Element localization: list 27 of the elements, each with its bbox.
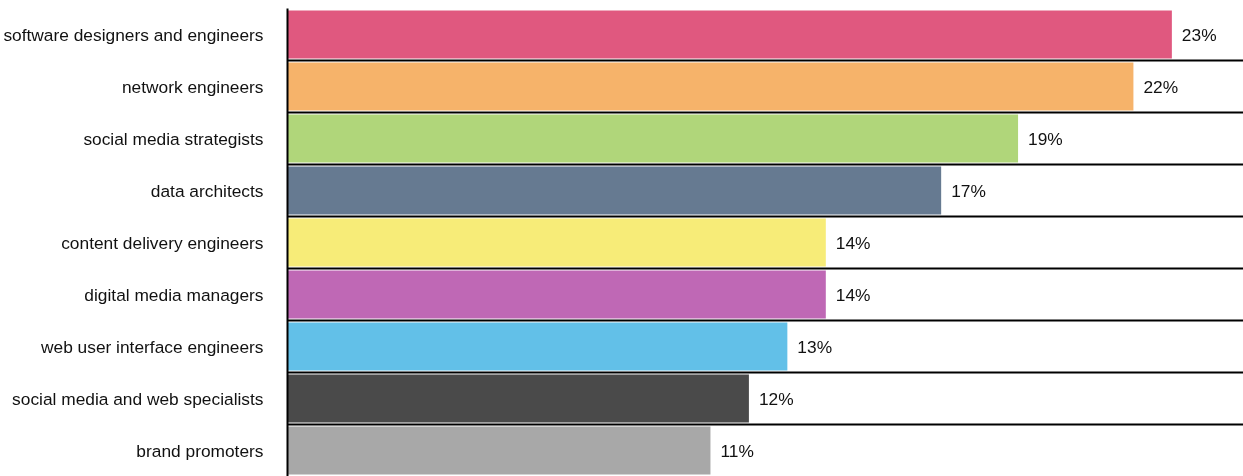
y-tick-label: brand promoters (136, 440, 264, 461)
y-tick-label: web user interface engineers (39, 336, 264, 357)
bar (287, 322, 788, 371)
y-tick-label: social media strategists (83, 128, 264, 149)
bar (287, 426, 711, 475)
data-label: 14% (835, 284, 871, 305)
data-label: 22% (1143, 76, 1179, 97)
data-label: 12% (758, 388, 794, 409)
y-tick-label: digital media managers (84, 284, 264, 305)
y-tick-label: network engineers (121, 76, 264, 97)
bar (287, 166, 942, 215)
data-label: 13% (797, 336, 833, 357)
bar (287, 270, 826, 319)
bar (287, 374, 749, 423)
bar (287, 62, 1134, 111)
bar (287, 218, 826, 267)
y-tick-label: social media and web specialists (12, 388, 264, 409)
data-label: 14% (835, 232, 871, 253)
data-label: 11% (720, 440, 754, 461)
data-label: 17% (951, 180, 986, 201)
bar (287, 114, 1019, 163)
data-label: 23% (1181, 24, 1217, 45)
data-label: 19% (1028, 128, 1063, 149)
y-tick-label: software designers and engineers (3, 24, 264, 45)
bar (287, 10, 1172, 59)
y-tick-label: data architects (150, 180, 264, 201)
y-tick-label: content delivery engineers (61, 232, 264, 253)
